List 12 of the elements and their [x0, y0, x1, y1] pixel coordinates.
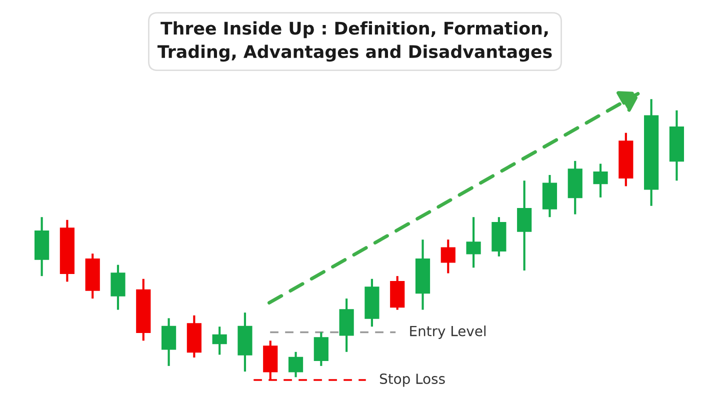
- candlestick: [161, 317, 176, 367]
- candlestick: [440, 238, 456, 274]
- candlestick: [212, 326, 227, 356]
- ref-line-label: Stop Loss: [380, 374, 445, 387]
- candlestick: [593, 162, 608, 198]
- chart-title: Three Inside Up : Definition, Formation, Trading, Advantages and Disadvantages: [157, 21, 552, 62]
- candlestick: [314, 331, 328, 367]
- candlestick: [288, 350, 304, 378]
- candlestick: [110, 264, 126, 311]
- candlestick: [517, 180, 532, 272]
- ref-line-label: Entry Level: [410, 326, 486, 339]
- candlestick: [466, 216, 481, 269]
